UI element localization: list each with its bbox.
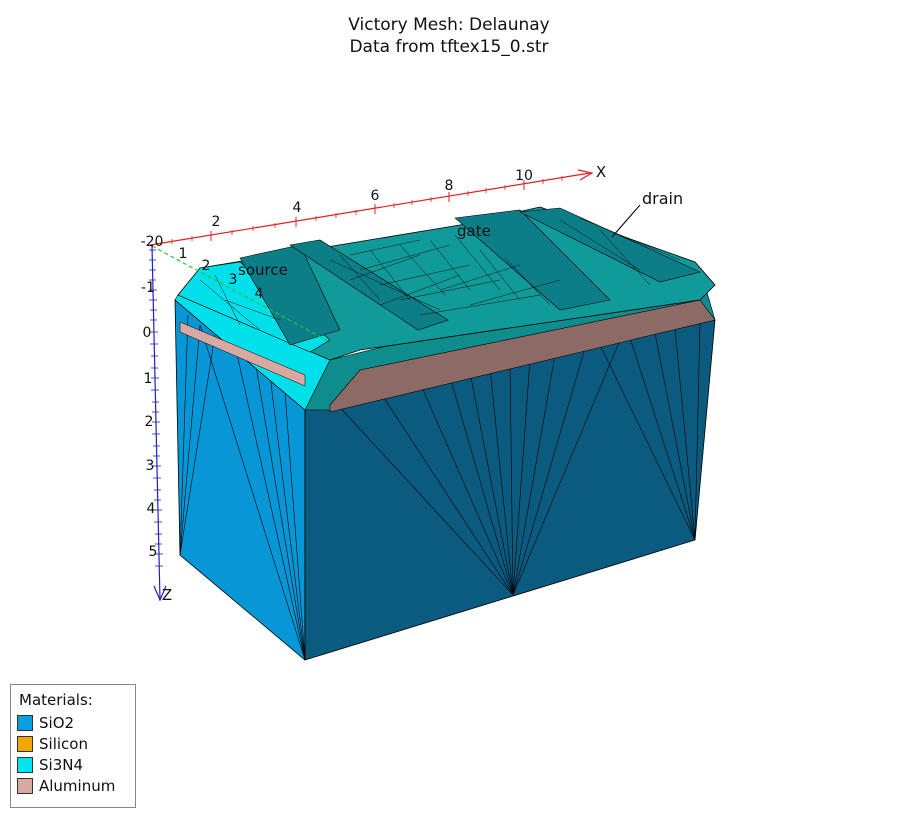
legend-swatch-aluminum: [17, 777, 33, 794]
side-aluminum-band: [329, 299, 716, 413]
z-tick-label: 1: [144, 371, 153, 387]
plot-title: Victory Mesh: Delaunay Data from tftex15…: [0, 14, 898, 58]
gate-label: gate: [457, 222, 491, 240]
legend-item-sio2: SiO2: [17, 712, 135, 733]
drain-leader-line: [611, 204, 641, 238]
x-axis: 2 4 6 8 10 X: [149, 163, 606, 246]
z-tick-label: 2: [145, 414, 154, 430]
z-tick-label: -1: [141, 280, 155, 296]
x-axis-label: X: [596, 163, 606, 181]
x-tick-label: 10: [515, 168, 533, 184]
materials-legend: Materials: SiO2 Silicon Si3N4 Aluminum: [10, 684, 136, 808]
legend-label: Aluminum: [39, 776, 116, 795]
legend-item-si3n4: Si3N4: [17, 754, 135, 775]
front-face-mesh: [179, 314, 306, 661]
y-axis: 1 2 3 4: [151, 245, 331, 343]
side-face-mesh: [304, 321, 701, 660]
legend-swatch-si3n4: [17, 756, 33, 773]
x-tick-label: 8: [445, 178, 454, 194]
legend-swatch-sio2: [17, 714, 33, 731]
x-tick-label: 6: [371, 188, 380, 204]
y-tick-label: 2: [202, 258, 211, 274]
legend-label: Silicon: [39, 734, 88, 753]
x-axis-minor-ticks: [171, 176, 563, 244]
y-tick-label: 4: [255, 286, 264, 302]
y-tick-label: 3: [229, 272, 238, 288]
legend-item-silicon: Silicon: [17, 733, 135, 754]
z-axis-label: Z: [162, 586, 172, 604]
legend-header: Materials:: [19, 691, 93, 709]
z-tick-label: -20: [141, 234, 164, 250]
z-tick-label: 5: [149, 544, 158, 560]
y-tick-label: 1: [179, 246, 188, 262]
legend-swatch-silicon: [17, 735, 33, 752]
title-line-1: Victory Mesh: Delaunay: [348, 15, 550, 35]
top-face-mesh: [199, 217, 681, 331]
z-tick-label: 4: [147, 501, 156, 517]
z-axis: -20 -1 0 1 2 3 4 5 Z: [141, 234, 173, 604]
legend-item-aluminum: Aluminum: [17, 775, 135, 796]
z-tick-label: 3: [146, 458, 155, 474]
x-tick-label: 4: [293, 200, 302, 216]
front-aluminum-band: [179, 321, 306, 387]
x-tick-label: 2: [212, 214, 221, 230]
legend-label: SiO2: [39, 713, 75, 732]
top-strips: [239, 207, 701, 346]
z-tick-label: 0: [143, 325, 152, 341]
drain-label: drain: [642, 189, 683, 208]
source-label: source: [238, 261, 288, 279]
title-line-2: Data from tftex15_0.str: [349, 37, 549, 57]
legend-label: Si3N4: [39, 755, 83, 774]
